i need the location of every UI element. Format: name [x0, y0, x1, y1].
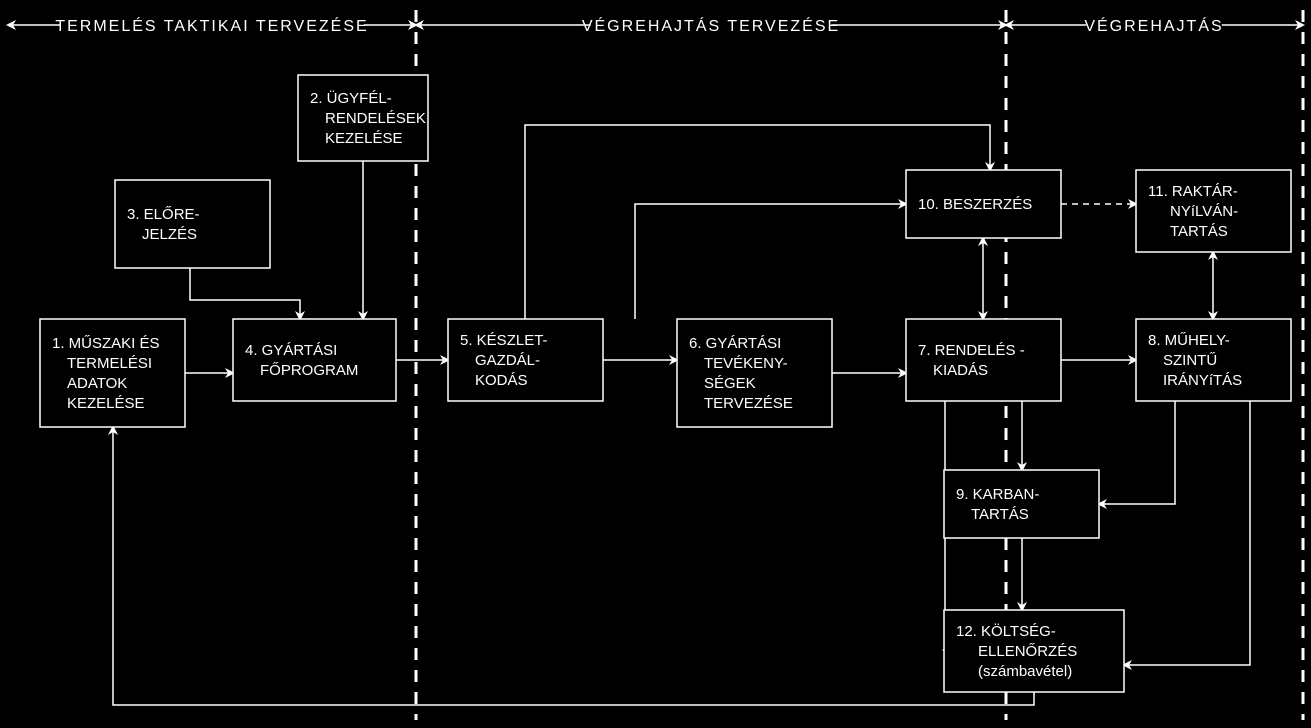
node-text: 3. ELŐRE- — [127, 206, 200, 223]
node-text: 2. ÜGYFÉL- — [310, 89, 392, 107]
node-text: 11. RAKTÁR- — [1148, 183, 1238, 200]
flowchart-canvas: TERMELÉS TAKTIKAI TERVEZÉSE VÉGREHAJTÁS T… — [0, 0, 1311, 728]
phase-label-p1: TERMELÉS TAKTIKAI TERVEZÉSE — [55, 16, 368, 35]
node-text: TERMELÉSI — [67, 355, 152, 372]
node-text: 8. MŰHELY- — [1148, 332, 1230, 349]
node-text: FŐPROGRAM — [260, 362, 358, 379]
node-text: SÉGEK — [704, 375, 756, 392]
phase-label-p3: VÉGREHAJTÁS — [1084, 16, 1223, 35]
edge-e13 — [1099, 401, 1175, 504]
node-text: 12. KÖLTSÉG- — [956, 622, 1056, 640]
node-text: 1. MŰSZAKI ÉS — [52, 335, 160, 352]
node-text: 5. KÉSZLET- — [460, 332, 548, 349]
node-text: 6. GYÁRTÁSI — [689, 335, 781, 352]
node-text: KODÁS — [475, 372, 528, 389]
node-text: KEZELÉSE — [325, 130, 403, 147]
node-text: TEVÉKENY- — [704, 355, 788, 372]
node-text: 4. GYÁRTÁSI — [245, 342, 337, 359]
node-text: 10. BESZERZÉS — [918, 196, 1032, 213]
node-text: JELZÉS — [142, 226, 197, 243]
node-text: 7. RENDELÉS - — [918, 342, 1025, 359]
node-bg — [944, 470, 1099, 538]
node-text: 9. KARBAN- — [956, 486, 1039, 503]
node-text: (számbavétel) — [978, 663, 1072, 680]
node-text: GAZDÁL- — [475, 352, 540, 369]
edge-e8 — [635, 204, 906, 319]
node-text: ADATOK — [67, 375, 127, 392]
node-text: SZINTŰ — [1163, 352, 1217, 369]
node-text: RENDELÉSEK — [325, 110, 426, 127]
node-text: IRÁNYíTÁS — [1163, 372, 1242, 389]
node-text: KIADÁS — [933, 362, 988, 379]
node-bg — [115, 180, 270, 268]
node-text: TARTÁS — [1170, 223, 1228, 240]
node-bg — [906, 319, 1061, 401]
edge-e2 — [190, 268, 300, 319]
node-text: TARTÁS — [971, 506, 1029, 523]
node-text: KEZELÉSE — [67, 395, 145, 412]
edge-e17 — [113, 427, 1034, 705]
node-text: ELLENŐRZÉS — [978, 643, 1077, 660]
node-text: NYíLVÁN- — [1170, 203, 1238, 220]
node-text: TERVEZÉSE — [704, 395, 793, 412]
phase-label-p2: VÉGREHAJTÁS TERVEZÉSE — [582, 16, 840, 35]
node-bg — [233, 319, 396, 401]
edge-e16 — [1124, 401, 1250, 665]
